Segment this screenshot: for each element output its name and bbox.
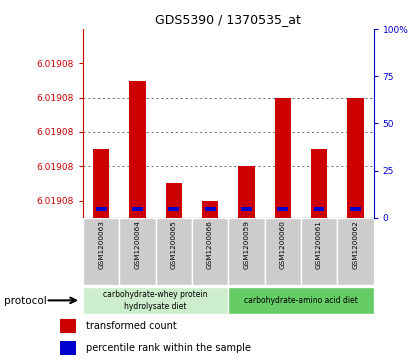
Bar bbox=[205, 207, 215, 211]
Text: GSM1200066: GSM1200066 bbox=[207, 220, 213, 269]
Text: GSM1200060: GSM1200060 bbox=[280, 220, 286, 269]
Bar bbox=[314, 207, 325, 211]
Bar bbox=[241, 207, 252, 211]
Bar bbox=[202, 201, 218, 218]
FancyBboxPatch shape bbox=[192, 218, 228, 285]
Title: GDS5390 / 1370535_at: GDS5390 / 1370535_at bbox=[155, 13, 301, 26]
Bar bbox=[311, 149, 327, 218]
Bar bbox=[350, 207, 361, 211]
FancyBboxPatch shape bbox=[265, 218, 301, 285]
FancyBboxPatch shape bbox=[337, 218, 374, 285]
Text: GSM1200063: GSM1200063 bbox=[98, 220, 104, 269]
FancyBboxPatch shape bbox=[120, 218, 156, 285]
Text: GSM1200062: GSM1200062 bbox=[352, 220, 358, 269]
Bar bbox=[166, 183, 182, 218]
Text: transformed count: transformed count bbox=[86, 321, 177, 331]
Text: GSM1200061: GSM1200061 bbox=[316, 220, 322, 269]
Text: carbohydrate-amino acid diet: carbohydrate-amino acid diet bbox=[244, 296, 358, 305]
Text: GSM1200065: GSM1200065 bbox=[171, 220, 177, 269]
Text: percentile rank within the sample: percentile rank within the sample bbox=[86, 343, 251, 353]
FancyBboxPatch shape bbox=[301, 218, 337, 285]
Text: GSM1200059: GSM1200059 bbox=[244, 220, 249, 269]
Bar bbox=[60, 319, 76, 333]
Bar bbox=[168, 207, 179, 211]
Bar bbox=[60, 341, 76, 355]
Text: GSM1200064: GSM1200064 bbox=[134, 220, 140, 269]
Bar bbox=[132, 207, 143, 211]
FancyBboxPatch shape bbox=[83, 218, 120, 285]
Bar bbox=[93, 149, 109, 218]
FancyBboxPatch shape bbox=[228, 287, 374, 314]
Bar bbox=[277, 207, 288, 211]
Bar bbox=[347, 98, 364, 218]
FancyBboxPatch shape bbox=[228, 218, 265, 285]
FancyBboxPatch shape bbox=[156, 218, 192, 285]
FancyBboxPatch shape bbox=[83, 287, 228, 314]
Bar bbox=[129, 81, 146, 218]
Text: carbohydrate-whey protein
hydrolysate diet: carbohydrate-whey protein hydrolysate di… bbox=[103, 290, 208, 311]
Text: protocol: protocol bbox=[4, 295, 47, 306]
Bar bbox=[96, 207, 107, 211]
Bar bbox=[238, 166, 254, 218]
Bar bbox=[275, 98, 291, 218]
